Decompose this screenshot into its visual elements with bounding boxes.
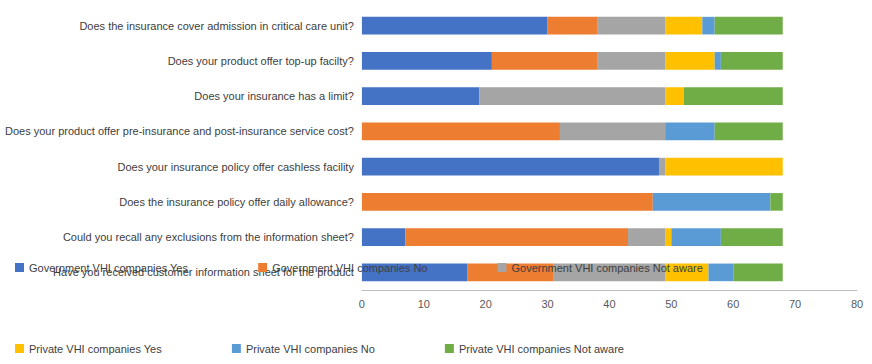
svg-text:Does the insurance cover admis: Does the insurance cover admission in cr… [79, 20, 354, 32]
svg-text:0: 0 [359, 298, 365, 310]
svg-text:60: 60 [727, 298, 739, 310]
svg-text:Private VHI companies Yes: Private VHI companies Yes [29, 343, 162, 355]
svg-text:Does the insurance policy offe: Does the insurance policy offer daily al… [119, 196, 354, 208]
svg-text:Does your insurance policy off: Does your insurance policy offer cashles… [118, 161, 355, 173]
svg-text:Could you recall any exclusion: Could you recall any exclusions from the… [63, 231, 354, 243]
svg-text:70: 70 [789, 298, 801, 310]
svg-text:Government VHI companies Yes: Government VHI companies Yes [29, 262, 188, 274]
svg-text:Government VHI companies Not a: Government VHI companies Not aware [511, 262, 702, 274]
svg-text:Does your product offer pre-in: Does your product offer pre-insurance an… [5, 125, 354, 137]
svg-text:80: 80 [851, 298, 863, 310]
svg-text:30: 30 [541, 298, 553, 310]
svg-text:Does your insurance has a limi: Does your insurance has a limit? [194, 90, 354, 102]
svg-text:Private VHI companies No: Private VHI companies No [246, 343, 375, 355]
svg-text:20: 20 [480, 298, 492, 310]
svg-text:10: 10 [418, 298, 430, 310]
svg-text:40: 40 [603, 298, 615, 310]
svg-text:Government VHI companies No: Government VHI companies No [272, 262, 427, 274]
svg-text:Does your product offer top-up: Does your product offer top-up facilty? [168, 55, 354, 67]
svg-text:50: 50 [665, 298, 677, 310]
svg-text:Private VHI companies Not awar: Private VHI companies Not aware [459, 343, 624, 355]
